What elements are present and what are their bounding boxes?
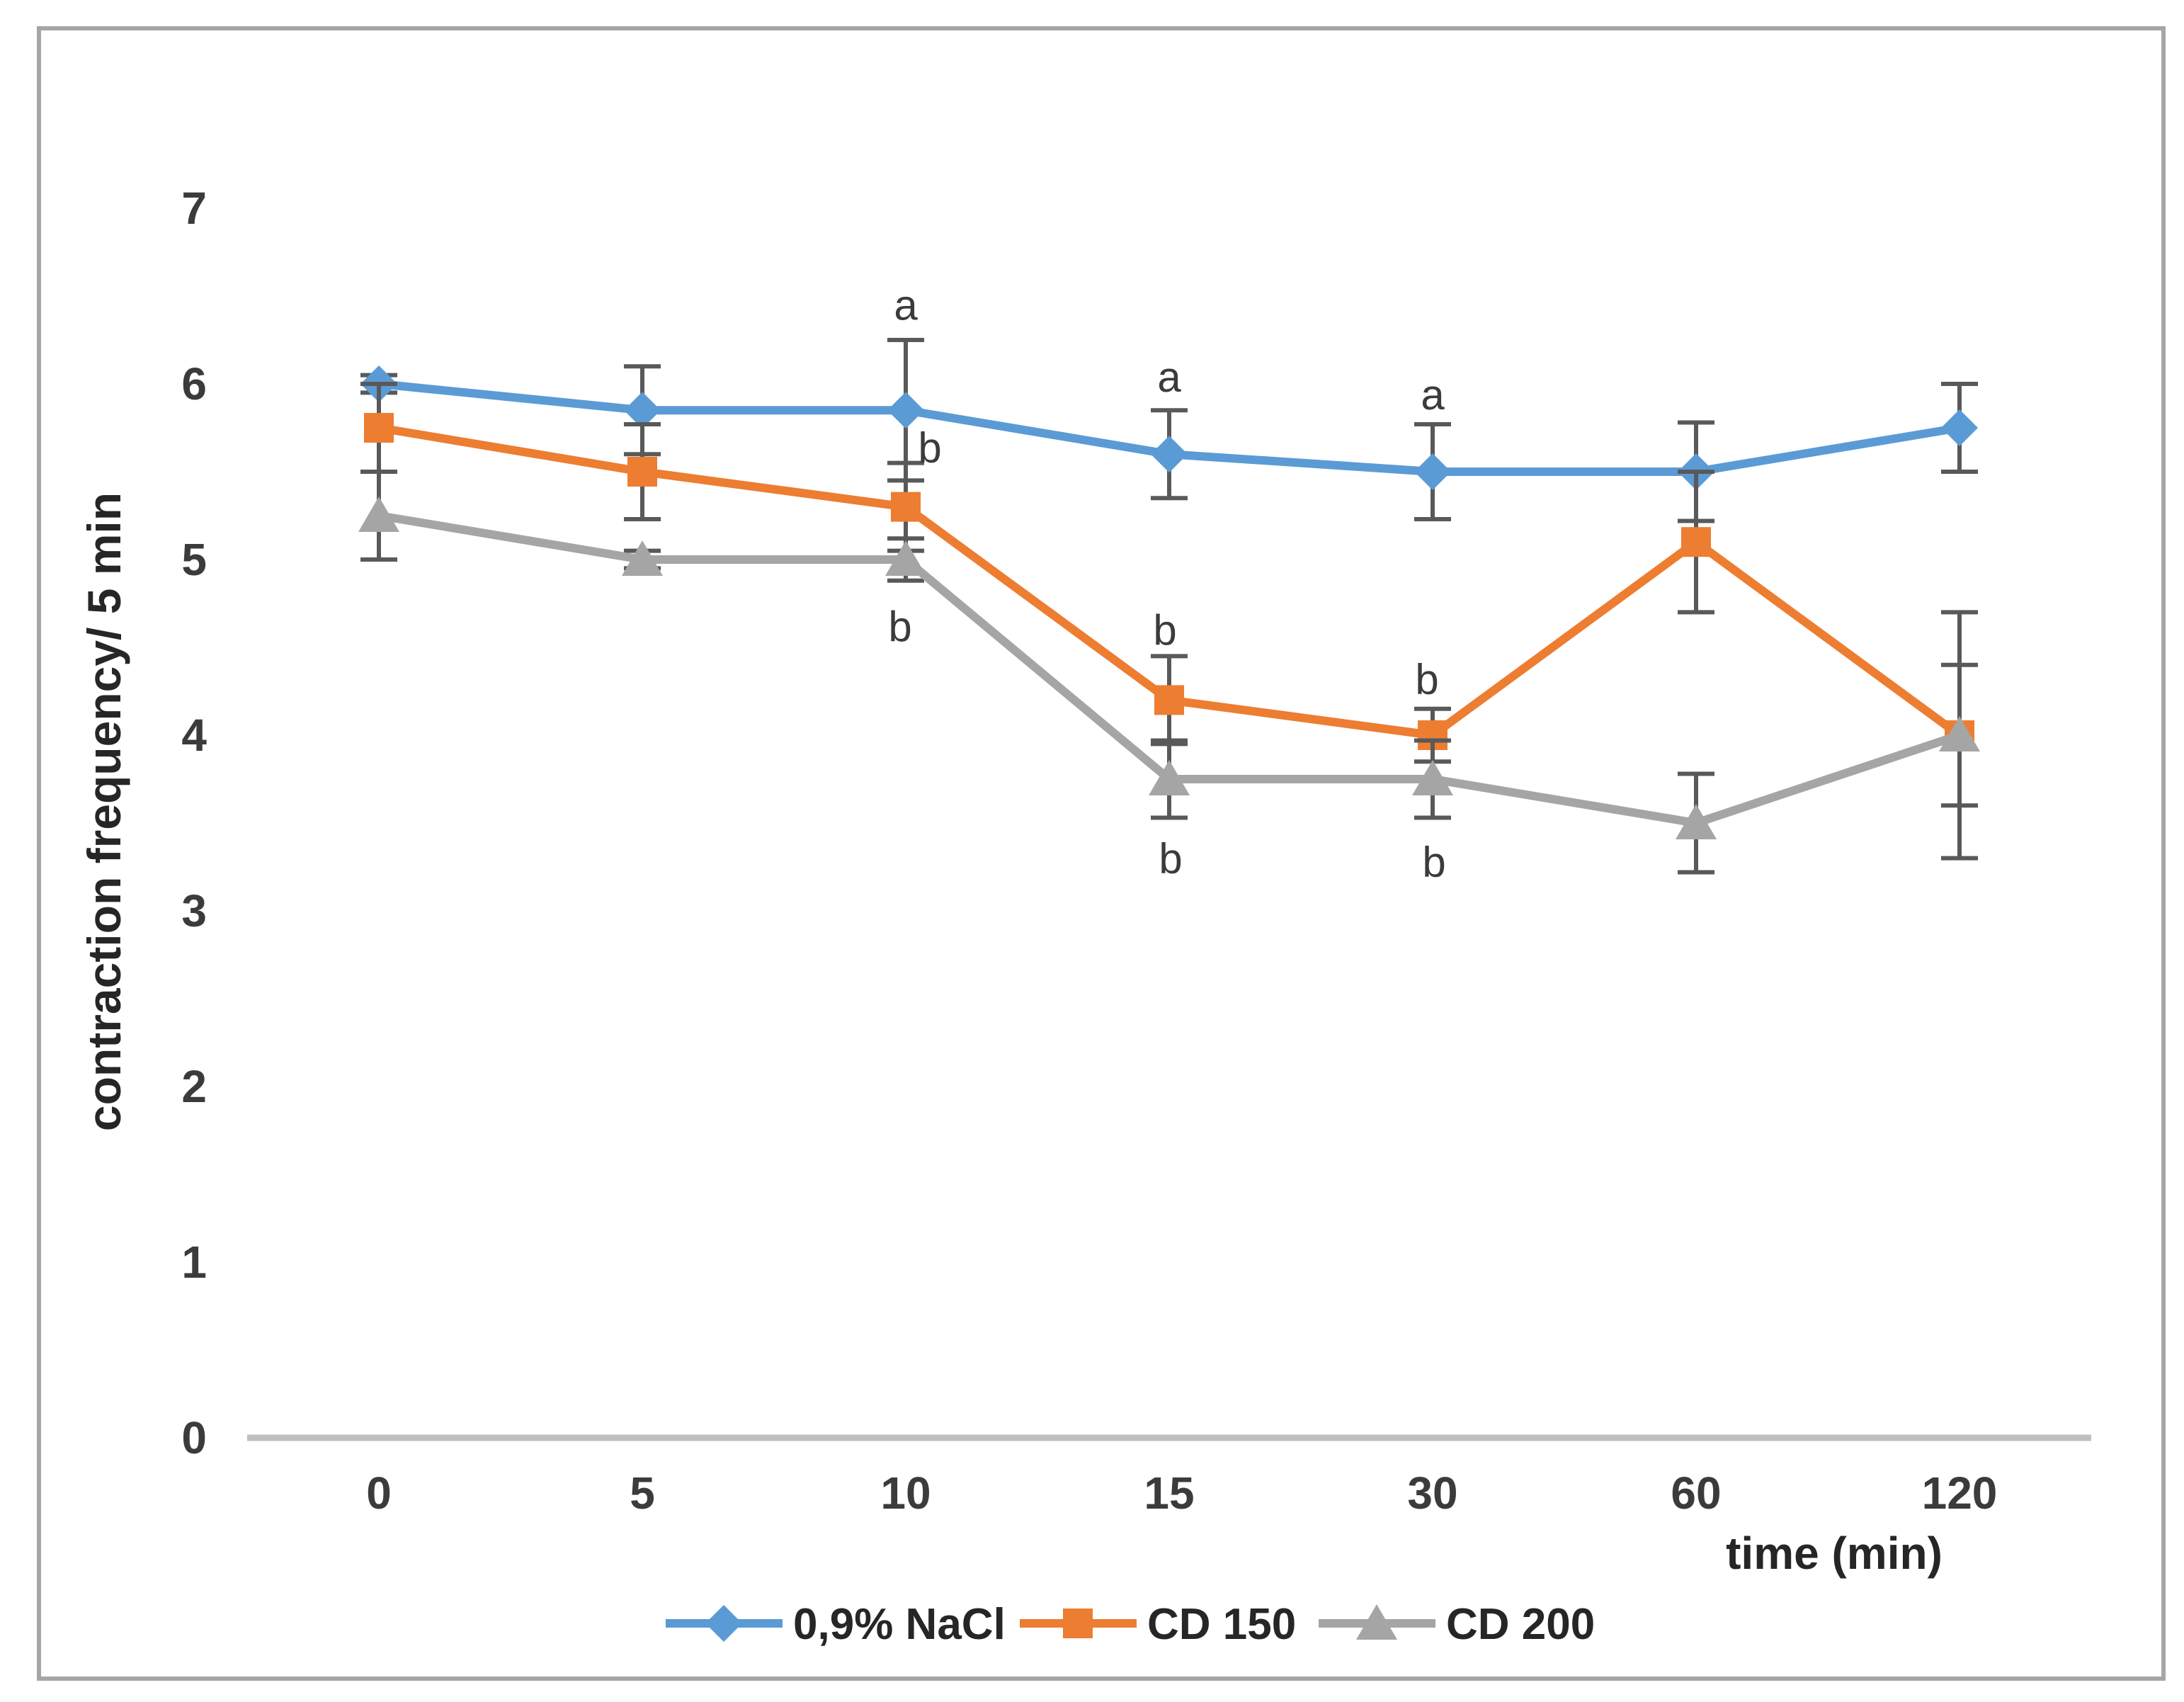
y-tick-label-2: 2 [181,1061,207,1112]
figure-border [37,26,2166,1681]
cd-150-marker [364,413,394,443]
legend-label: CD 200 [1446,1600,1595,1649]
cd-200-marker [1412,760,1453,795]
x-tick-label-60: 60 [1671,1468,1721,1519]
legend-triangle-icon [1356,1604,1397,1640]
y-tick-label-1: 1 [181,1237,207,1288]
0-9-nacl-marker [1414,453,1451,490]
cd-200-marker [1939,716,1980,751]
significance-label-b: b [1159,835,1182,883]
x-tick-label-5: 5 [630,1468,655,1519]
y-axis-title: contraction frequency/ 5 min [78,492,130,1131]
significance-labels: a b b a b b a b b [888,281,1445,885]
x-tick-label-10: 10 [880,1468,931,1519]
significance-label-a: a [1421,371,1445,419]
0-9-nacl-marker [624,392,661,429]
legend-diamond-icon [705,1605,742,1642]
series-cd-150 [360,382,1978,808]
y-axis-tick-labels: 0 1 2 3 4 5 6 7 [181,183,207,1463]
y-tick-label-3: 3 [181,885,207,936]
0-9-nacl-marker [1151,436,1188,473]
legend-item-cd-200: CD 200 [1319,1600,1595,1649]
significance-label-b: b [918,424,941,471]
cd-200-marker [885,540,926,576]
cd-200-marker [1149,760,1190,795]
x-tick-label-15: 15 [1144,1468,1194,1519]
cd-150-marker [891,492,921,522]
significance-label-b: b [1415,656,1438,703]
legend-item-cd-150: CD 150 [1020,1600,1296,1649]
cd-150-marker [1154,685,1184,715]
0-9-nacl-marker [1941,409,1978,446]
0-9-nacl-marker [887,392,924,429]
significance-label-a: a [1157,353,1181,401]
cd-200-marker [622,540,663,576]
legend-square-icon [1063,1609,1093,1638]
x-tick-label-120: 120 [1922,1468,1998,1519]
legend-label: 0,9% NaCl [793,1600,1006,1649]
cd-200-marker [358,497,399,532]
significance-label-a: a [894,281,918,329]
y-tick-label-0: 0 [181,1412,207,1463]
series-cd-200 [358,470,1980,875]
y-tick-label-6: 6 [181,358,207,409]
y-tick-label-7: 7 [181,183,207,234]
x-axis-title: time (min) [1726,1528,1943,1579]
legend-item-0-9-nacl: 0,9% NaCl [666,1600,1006,1649]
significance-label-b: b [1153,606,1176,654]
legend-label: CD 150 [1147,1600,1296,1649]
x-tick-label-0: 0 [366,1468,392,1519]
x-axis-tick-labels: 0 5 10 15 30 60 120 [366,1468,1997,1519]
significance-label-b: b [888,603,911,650]
x-tick-label-30: 30 [1407,1468,1457,1519]
cd-200-marker [1676,804,1717,839]
y-tick-label-5: 5 [181,534,207,585]
cd-150-marker [1681,527,1711,557]
y-tick-label-4: 4 [181,710,207,761]
significance-label-b: b [1422,839,1445,886]
cd-150-marker [627,457,657,487]
